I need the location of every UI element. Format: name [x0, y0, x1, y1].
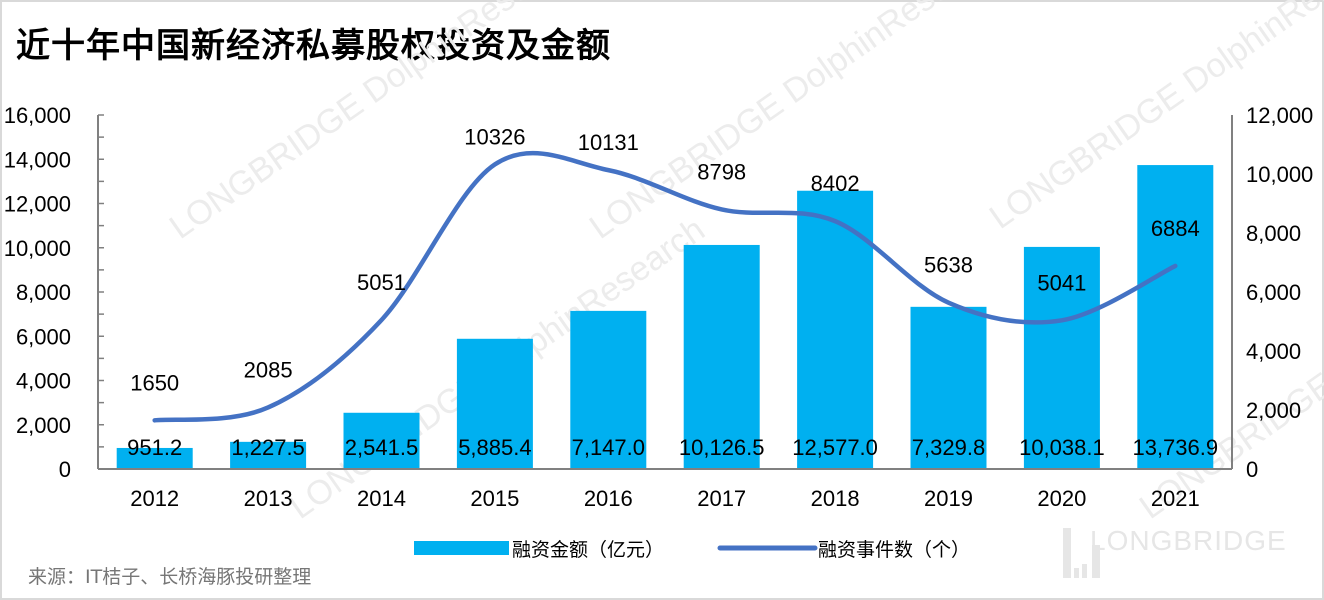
line-data-label: 8798: [697, 159, 746, 184]
legend-line-label: 融资事件数（个）: [818, 539, 970, 561]
bar-2016: [570, 310, 647, 469]
source-note: 来源：IT桔子、长桥海豚投研整理: [28, 566, 312, 588]
x-tick-label: 2019: [924, 486, 973, 511]
logo-bar-icon: [1082, 564, 1087, 578]
x-tick-label: 2016: [584, 486, 633, 511]
bar-2019: [910, 306, 987, 469]
right-tick-label: 6,000: [1246, 280, 1301, 305]
line-data-label: 5638: [924, 253, 973, 278]
bar-2017: [683, 244, 760, 469]
bar-2013: [230, 441, 307, 469]
left-tick-label: 8,000: [16, 280, 71, 305]
left-tick-label: 12,000: [4, 192, 71, 217]
bar-2012: [116, 447, 193, 469]
line-data-label: 5041: [1037, 270, 1086, 295]
left-tick-label: 16,000: [4, 103, 71, 128]
x-tick-label: 2014: [357, 486, 406, 511]
line-data-label: 1650: [130, 370, 179, 395]
watermark-text: LONGBRIDGE DolphinResearch: [163, 0, 592, 247]
line-data-label: 10326: [464, 124, 525, 149]
line-data-label: 2085: [244, 357, 293, 382]
x-tick-label: 2020: [1037, 486, 1086, 511]
bar-data-label: 1,227.5: [231, 435, 304, 460]
left-tick-label: 6,000: [16, 324, 71, 349]
logo-bar-icon: [1063, 528, 1071, 578]
right-tick-label: 0: [1246, 457, 1258, 482]
x-tick-label: 2018: [811, 486, 860, 511]
bar-data-label: 10,126.5: [679, 435, 765, 460]
bar-data-label: 7,329.8: [912, 435, 985, 460]
chart-title: 近十年中国新经济私募股权投资及金额: [16, 26, 611, 66]
right-tick-label: 2,000: [1246, 398, 1301, 423]
bar-data-label: 951.2: [127, 435, 182, 460]
bar-2020: [1023, 246, 1100, 469]
line-data-label: 8402: [811, 171, 860, 196]
right-tick-label: 10,000: [1246, 162, 1313, 187]
left-tick-label: 14,000: [4, 147, 71, 172]
right-tick-label: 4,000: [1246, 339, 1301, 364]
left-tick-label: 0: [59, 457, 71, 482]
line-data-label: 6884: [1151, 216, 1200, 241]
logo-bar-icon: [1074, 568, 1079, 578]
line-data-label: 10131: [578, 130, 639, 155]
bar-2021: [1137, 165, 1214, 469]
bar-data-label: 2,541.5: [345, 435, 418, 460]
right-tick-label: 8,000: [1246, 221, 1301, 246]
bar-data-label: 13,736.9: [1132, 435, 1218, 460]
bar-data-label: 10,038.1: [1019, 435, 1105, 460]
bar-data-label: 5,885.4: [458, 435, 531, 460]
legend-bar-swatch: [414, 541, 509, 555]
left-tick-label: 10,000: [4, 236, 71, 261]
logo-text: LONGBRIDGE: [1090, 525, 1287, 556]
logo-bar-icon: [1092, 545, 1100, 578]
x-tick-label: 2013: [244, 486, 293, 511]
bar-2015: [456, 338, 533, 469]
line-series-events: [152, 150, 1178, 423]
x-tick-label: 2017: [697, 486, 746, 511]
bar-2014: [343, 412, 420, 469]
bar-2018: [797, 190, 874, 469]
bar-data-label: 7,147.0: [572, 435, 645, 460]
left-tick-label: 2,000: [16, 413, 71, 438]
longbridge-logo: LONGBRIDGE: [1050, 525, 1287, 557]
right-tick-label: 12,000: [1246, 103, 1313, 128]
legend-bar-label: 融资金额（亿元）: [512, 539, 664, 561]
left-tick-label: 4,000: [16, 369, 71, 394]
line-data-label: 5051: [357, 270, 406, 295]
x-tick-label: 2012: [130, 486, 179, 511]
x-tick-label: 2015: [470, 486, 519, 511]
bar-data-label: 12,577.0: [792, 435, 878, 460]
x-tick-label: 2021: [1151, 486, 1200, 511]
